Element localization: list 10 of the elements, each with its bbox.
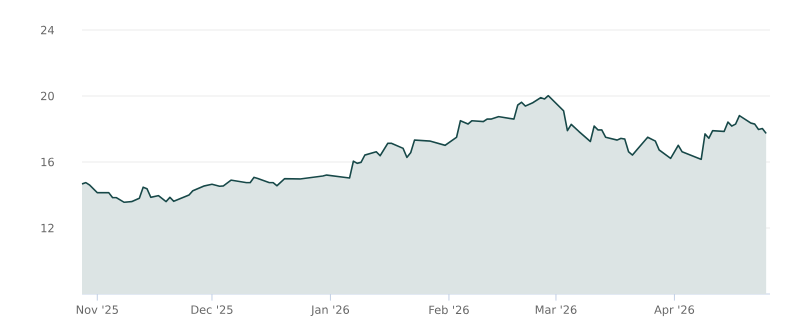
y-tick-label: 20 — [41, 92, 54, 100]
y-tick-label: 24 — [41, 26, 54, 34]
x-tick-label: Apr '26 — [654, 305, 694, 316]
x-tick-label: Mar '26 — [536, 305, 576, 314]
y-tick-label: 16 — [41, 158, 54, 166]
x-tick-label: Nov '25 — [76, 305, 118, 314]
x-tick-label: Dec '25 — [192, 305, 232, 314]
x-tick-label: Jan '26 — [310, 305, 350, 316]
x-tick-label: Feb '26 — [429, 305, 469, 314]
y-tick-label: 12 — [41, 224, 54, 232]
